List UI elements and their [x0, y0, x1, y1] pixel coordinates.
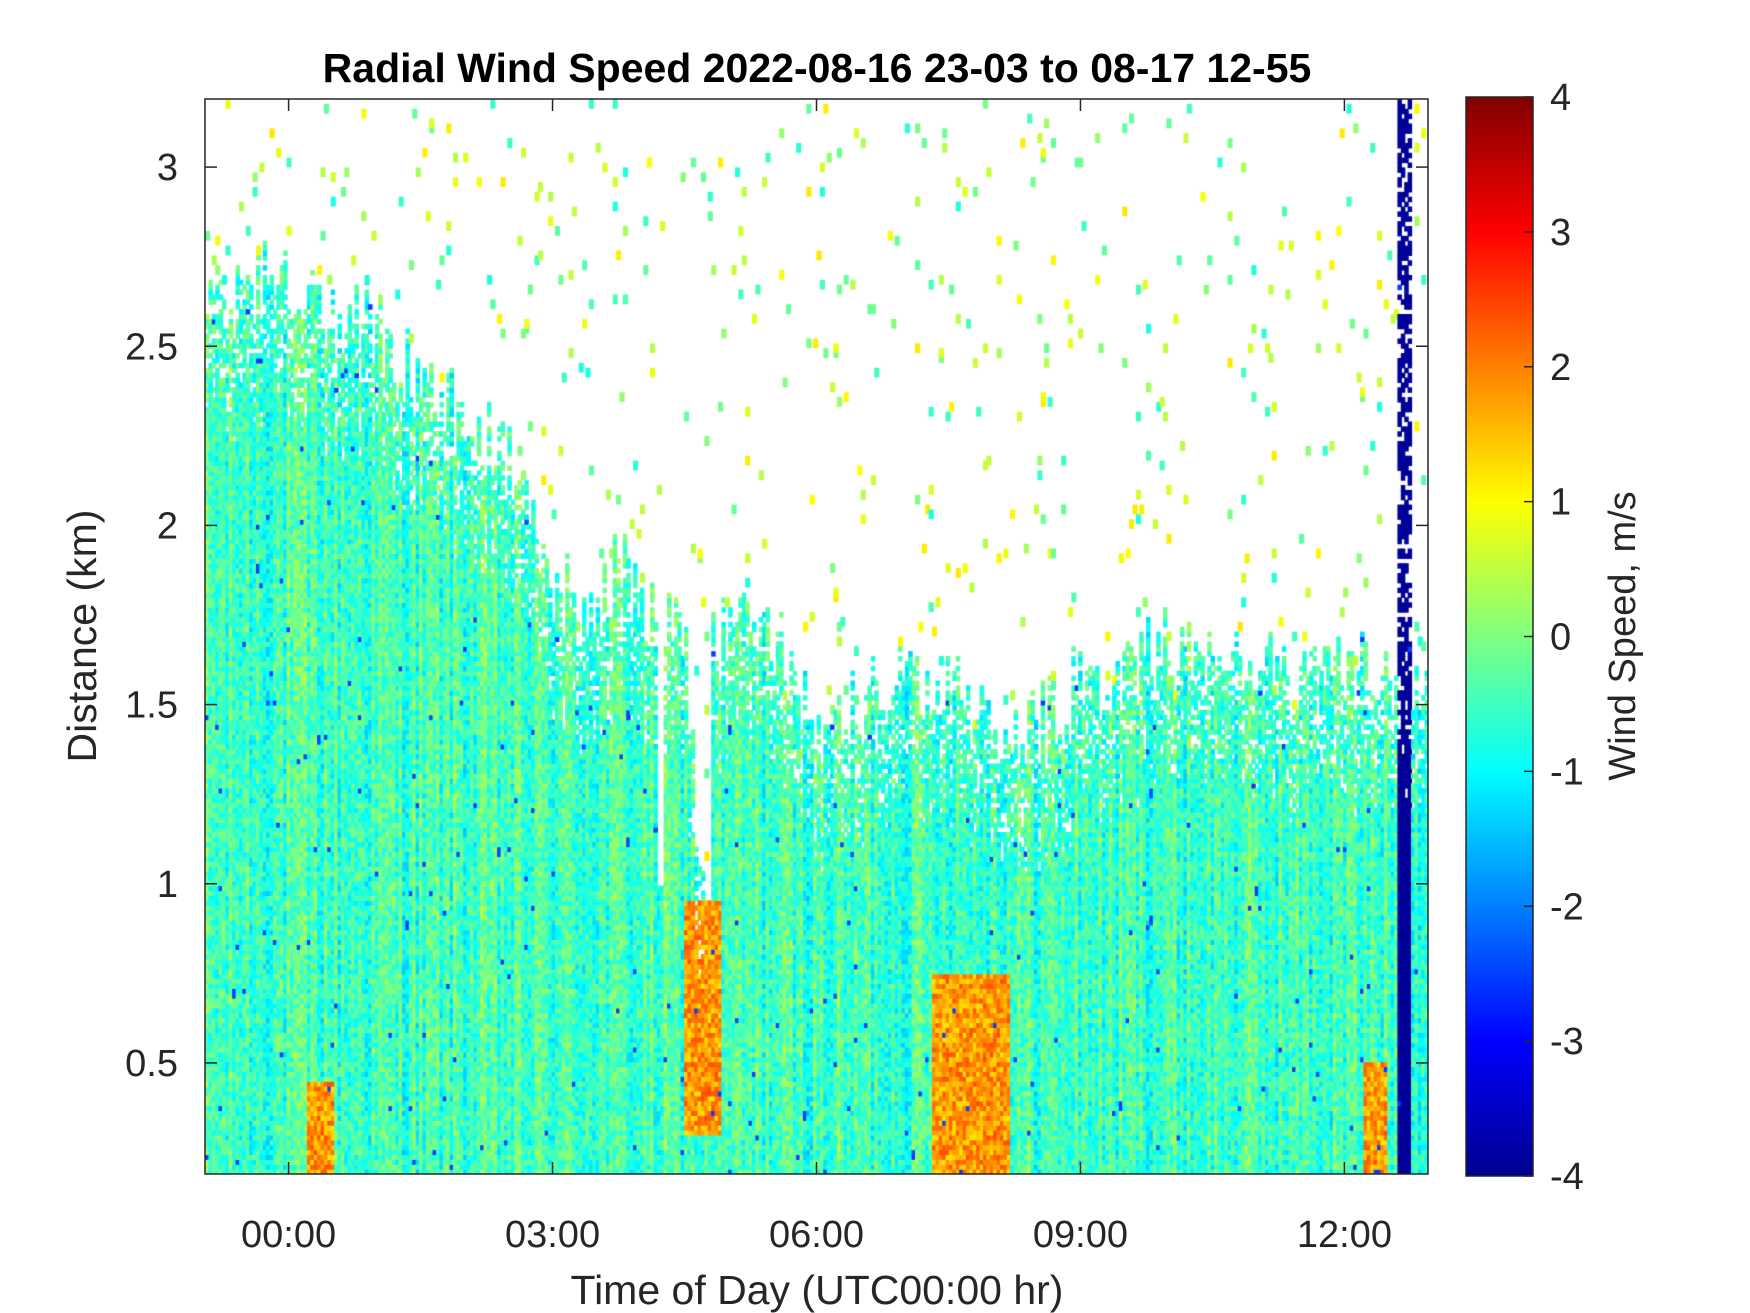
y-tick-label: 3: [157, 147, 178, 189]
y-tick-label: 2: [157, 505, 178, 547]
y-tick-label: 0.5: [125, 1043, 178, 1085]
heatmap: [205, 99, 1428, 1174]
colorbar-tick-label: 4: [1550, 77, 1571, 119]
x-tick-label: 00:00: [241, 1214, 336, 1256]
colorbar-label: Wind Speed, m/s: [1602, 491, 1644, 780]
colorbar-tick-label: -1: [1550, 751, 1584, 793]
x-tick-label: 06:00: [769, 1214, 864, 1256]
heatmap-cells: [205, 99, 1428, 1174]
y-tick-label: 2.5: [125, 326, 178, 368]
colorbar-tick-label: 1: [1550, 482, 1571, 524]
y-axis-label: Distance (km): [59, 510, 105, 763]
colorbar: -4 -3 -2 -1 0 1 2 3 4 Wind Speed, m/s: [1465, 77, 1644, 1198]
plot-area: [204, 98, 1429, 1175]
colorbar-ticks: -4 -3 -2 -1 0 1 2 3 4: [1524, 77, 1584, 1198]
x-axis-label: Time of Day (UTC00:00 hr): [571, 1267, 1064, 1313]
x-tick-label: 09:00: [1033, 1214, 1128, 1256]
y-tick-label: 1.5: [125, 685, 178, 727]
colorbar-tick-label: -3: [1550, 1021, 1584, 1063]
colorbar-tick-label: 2: [1550, 347, 1571, 389]
x-tick-label: 12:00: [1297, 1214, 1392, 1256]
colorbar-tick-label: -2: [1550, 886, 1584, 928]
x-tick-label: 03:00: [505, 1214, 600, 1256]
colorbar-tick-label: 0: [1550, 617, 1571, 659]
colorbar-tick-label: -4: [1550, 1156, 1584, 1198]
colorbar-tick-label: 3: [1550, 212, 1571, 254]
colorbar-scale: [1465, 96, 1534, 1177]
y-axis: 0.5 1 1.5 2 2.5 3: [125, 147, 1428, 1085]
y-tick-label: 1: [157, 864, 178, 906]
chart-title: Radial Wind Speed 2022-08-16 23-03 to 08…: [323, 45, 1312, 91]
x-axis: 00:00 03:00 06:00 09:00 12:00: [241, 99, 1392, 1256]
